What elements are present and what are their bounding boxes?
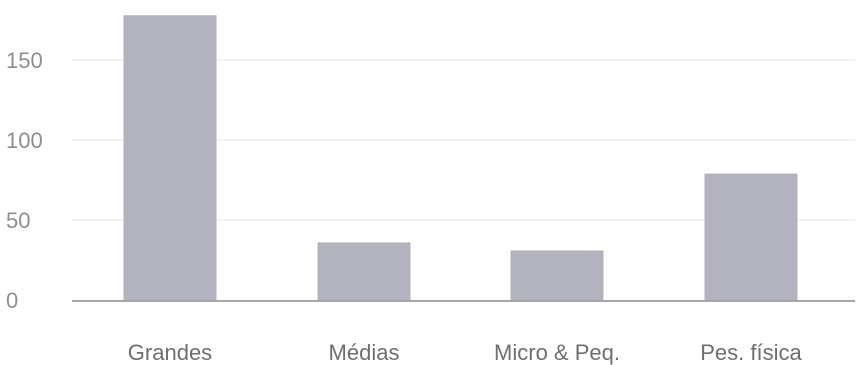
bar-m-dias [317,242,411,300]
bar-grandes [123,15,217,300]
x-axis-category-labels: Grandes Médias Micro & Peq. Pes. física [128,340,803,365]
bar-pes-f-sica [704,173,798,300]
x-category-label-1: Grandes [128,340,212,365]
x-category-label-4: Pes. física [700,340,802,365]
x-category-label-3: Micro & Peq. [494,340,620,365]
y-tick-label-100: 100 [6,128,43,153]
x-category-label-2: Médias [329,340,400,365]
y-tick-label-150: 150 [6,48,43,73]
y-tick-label-50: 50 [6,208,30,233]
bar-micro-peq [510,250,604,300]
bars-layer [123,15,798,300]
y-tick-label-0: 0 [6,288,18,313]
y-axis-tick-labels: 0 50 100 150 [6,48,43,313]
